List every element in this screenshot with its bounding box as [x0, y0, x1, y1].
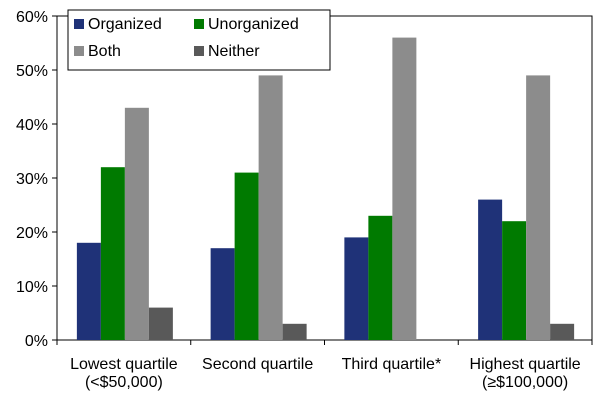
legend-swatch-organized [74, 19, 84, 29]
bar-unorganized [100, 167, 125, 340]
x-category-label: Highest quartile [470, 356, 581, 373]
y-tick-label: 40% [16, 117, 48, 134]
y-tick-label: 0% [25, 333, 48, 350]
legend-swatch-unorganized [194, 19, 204, 29]
y-tick-label: 10% [16, 279, 48, 296]
x-category-label: Lowest quartile [70, 356, 178, 373]
legend-label-neither: Neither [208, 43, 260, 60]
x-category-label: (<$50,000) [85, 374, 163, 391]
y-tick-label: 60% [16, 9, 48, 26]
bar-organized [344, 237, 369, 340]
x-category-label: (≥$100,000) [482, 374, 568, 391]
bar-unorganized [368, 215, 393, 340]
bar-both [526, 75, 551, 341]
bar-unorganized [234, 172, 259, 340]
bar-organized [210, 248, 235, 340]
bar-both [258, 75, 283, 341]
bar-both [124, 107, 149, 340]
bar-neither [282, 323, 307, 340]
legend-swatch-neither [194, 46, 204, 56]
bar-both [392, 37, 417, 340]
x-category-label: Second quartile [202, 356, 313, 373]
y-tick-label: 20% [16, 225, 48, 242]
bar-neither [148, 307, 173, 340]
y-tick-label: 50% [16, 63, 48, 80]
bar-organized [76, 242, 101, 340]
legend-label-organized: Organized [88, 16, 162, 33]
y-tick-label: 30% [16, 171, 48, 188]
bar-unorganized [502, 221, 527, 340]
legend-label-unorganized: Unorganized [208, 16, 299, 33]
legend-label-both: Both [88, 43, 121, 60]
legend-swatch-both [74, 46, 84, 56]
bar-neither [550, 323, 575, 340]
x-category-label: Third quartile* [342, 356, 442, 373]
bar-organized [478, 199, 503, 340]
